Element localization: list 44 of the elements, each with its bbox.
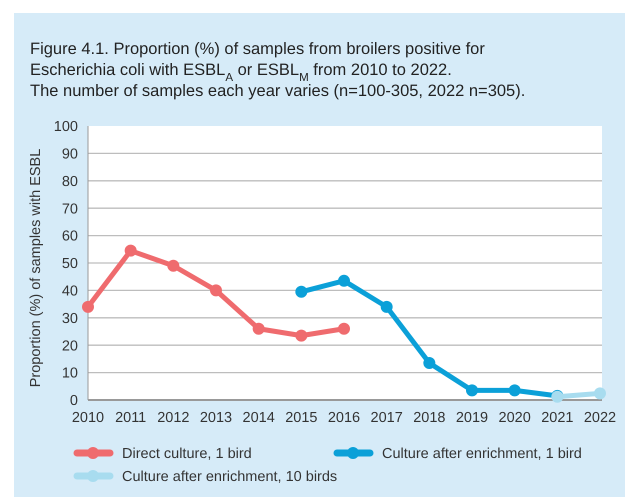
y-tick-label: 40 bbox=[62, 283, 78, 300]
y-tick-label: 10 bbox=[62, 366, 78, 382]
point bbox=[252, 322, 265, 335]
point bbox=[295, 286, 308, 298]
point bbox=[210, 284, 222, 296]
x-tick-label: 2017 bbox=[370, 410, 403, 426]
point bbox=[466, 384, 478, 396]
chart-subtitle: The number of samples each year varies (n=100-305, 2022 n=305). bbox=[30, 82, 526, 100]
y-tick-label: 70 bbox=[62, 201, 78, 218]
x-tick-label: 2013 bbox=[200, 410, 232, 426]
point bbox=[167, 260, 180, 272]
y-tick-label: 30 bbox=[62, 310, 78, 327]
x-tick-label: 2010 bbox=[72, 410, 104, 426]
x-tick-label: 2012 bbox=[157, 410, 190, 426]
y-tick-label: 60 bbox=[62, 228, 78, 245]
y-tick-label: 100 bbox=[54, 119, 78, 136]
x-tick-label: 2021 bbox=[541, 410, 574, 426]
legend-label: Culture after enrichment, 10 birds bbox=[122, 469, 338, 486]
legend-label: Direct culture, 1 bird bbox=[122, 446, 252, 462]
y-tick-label: 0 bbox=[70, 393, 78, 410]
point bbox=[124, 244, 137, 257]
y-tick-label: 90 bbox=[62, 146, 78, 162]
point bbox=[338, 274, 350, 287]
point bbox=[338, 322, 350, 335]
x-tick-label: 2020 bbox=[498, 410, 531, 426]
point bbox=[380, 300, 393, 313]
point bbox=[508, 384, 521, 396]
chart-title: Figure 4.1. Proportion (%) of samples from broilers positive for Escherichia coli with ESBL$_{A}$ or ESBL$_{M}$ from 2010 to 2022. bbox=[30, 40, 486, 84]
y-axis-title: Proportion (%) of samples with ESBL bbox=[28, 148, 44, 388]
legend-label: Culture after enrichment, 1 bird bbox=[382, 446, 582, 462]
x-tick-label: 2016 bbox=[328, 410, 360, 426]
x-tick-label: 2018 bbox=[413, 410, 446, 426]
point bbox=[594, 387, 606, 400]
point bbox=[82, 300, 94, 313]
x-tick-label: 2011 bbox=[115, 410, 146, 426]
y-tick-label: 50 bbox=[62, 256, 78, 272]
point bbox=[295, 330, 308, 342]
x-tick-label: 2015 bbox=[285, 410, 318, 426]
x-tick-label: 2019 bbox=[456, 410, 488, 426]
point bbox=[423, 357, 436, 370]
y-tick-label: 80 bbox=[62, 174, 78, 190]
x-tick-label: 2014 bbox=[242, 410, 275, 426]
x-tick-label: 2022 bbox=[584, 410, 616, 426]
y-tick-label: 20 bbox=[62, 338, 78, 354]
